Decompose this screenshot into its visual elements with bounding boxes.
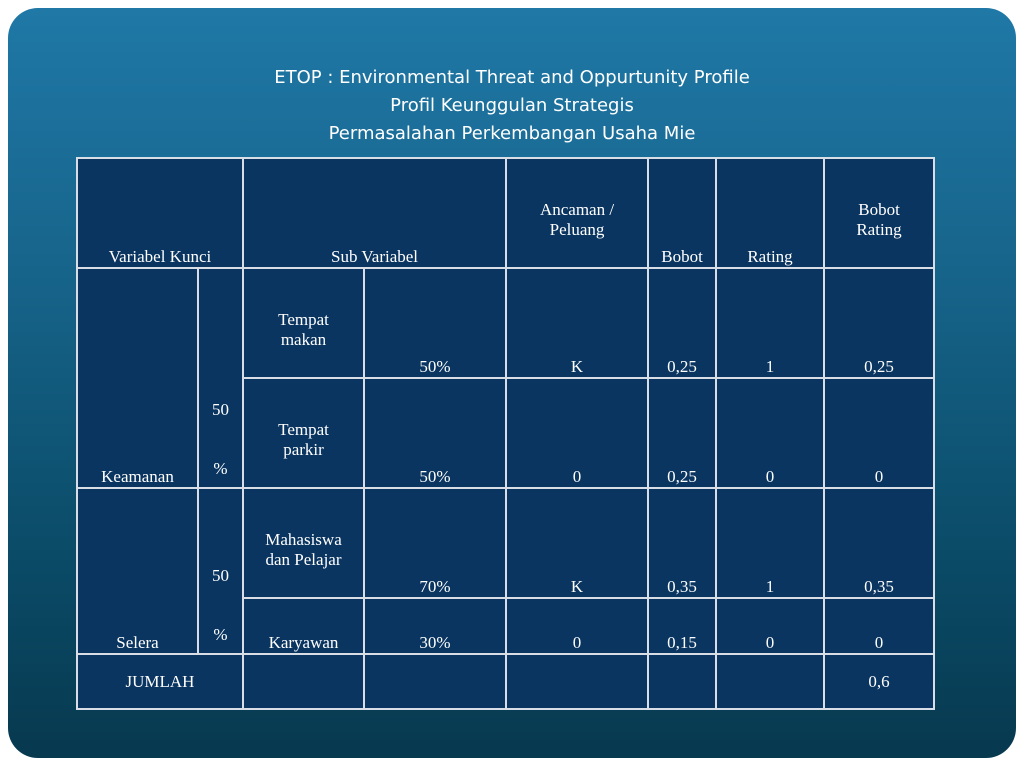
header-rating-label: Rating: [747, 247, 793, 266]
total-empty-cell: [362, 653, 508, 710]
percent-value: 30%: [419, 633, 451, 652]
bobot-cell: 0,15: [647, 597, 718, 655]
weight-value: 50: [212, 566, 229, 585]
sub-variable-bottom: makan: [280, 330, 327, 349]
sub-variable-cell: Mahasiswa dan Pelajar: [242, 486, 365, 600]
variable-keamanan: Keamanan: [76, 267, 199, 489]
bobot-rating-value: 0: [874, 633, 884, 652]
table-row: Tempat parkir 50% 0 0,25 0 0: [77, 377, 936, 489]
rating-cell: 1: [715, 267, 826, 379]
rating-cell: 0: [715, 377, 826, 489]
ancaman-value: 0: [572, 633, 582, 652]
weight-keamanan: 50 %: [197, 267, 244, 489]
sub-variable-top: Tempat: [278, 310, 329, 329]
percent-cell: 70%: [362, 486, 508, 600]
bobot-cell: 0,35: [647, 486, 718, 600]
ancaman-cell: 0: [505, 377, 650, 489]
header-variabel-kunci-label: Variabel Kunci: [108, 247, 212, 266]
weight-unit: %: [213, 459, 228, 478]
header-sub-variabel: Sub Variabel: [241, 157, 508, 269]
weight-selera: 50 %: [197, 487, 244, 655]
header-variabel-kunci: Variabel Kunci: [76, 157, 244, 269]
total-empty-cell: [505, 653, 650, 710]
variable-label: Selera: [116, 633, 159, 652]
total-row: JUMLAH 0,6: [76, 653, 936, 710]
bobot-value: 0,15: [667, 633, 697, 652]
bobot-rating-value: 0: [874, 467, 884, 486]
header-bobot-rating-bottom: Rating: [856, 220, 902, 239]
total-label-cell: JUMLAH: [76, 653, 244, 710]
rating-value: 0: [765, 467, 775, 486]
rating-value: 1: [765, 577, 775, 597]
rating-value: 0: [765, 633, 775, 652]
header-bobot-rating: Bobot Rating: [823, 157, 936, 269]
table-row: Keamanan 50 % Tempat makan 50% K 0,25 1 …: [76, 267, 936, 489]
header-bobot-rating-top: Bobot: [858, 200, 900, 219]
header-sub-variabel-label: Sub Variabel: [330, 247, 419, 266]
sub-variable-cell: Karyawan: [242, 597, 365, 655]
rating-value: 1: [765, 357, 775, 376]
percent-value: 50%: [419, 357, 451, 376]
ancaman-cell: K: [505, 486, 650, 600]
variable-selera: Selera: [76, 487, 199, 655]
header-bobot: Bobot: [647, 157, 718, 269]
table-row: Karyawan 30% 0 0,15 0 0: [77, 597, 936, 655]
total-bobot-rating-value: 0,6: [868, 671, 890, 691]
weight-unit: %: [213, 625, 228, 644]
total-empty-cell: [242, 653, 365, 710]
sub-variable-bottom: dan Pelajar: [265, 550, 342, 570]
total-label: JUMLAH: [125, 671, 195, 691]
weight-value: 50: [212, 400, 229, 419]
percent-cell: 30%: [362, 597, 508, 655]
bobot-rating-cell: 0: [823, 377, 936, 489]
header-bobot-label: Bobot: [661, 247, 703, 266]
bobot-rating-value: 0,35: [864, 577, 894, 597]
title-line-2: Profil Keunggulan Strategis: [390, 95, 634, 116]
percent-cell: 50%: [362, 267, 508, 379]
percent-value: 70%: [419, 577, 451, 597]
ancaman-cell: 0: [505, 597, 650, 655]
total-empty-cell: [715, 653, 826, 710]
header-ancaman-label: Ancaman /: [539, 200, 615, 219]
total-bobot-rating-cell: 0,6: [823, 653, 936, 710]
bobot-rating-cell: 0: [823, 597, 936, 655]
percent-value: 50%: [419, 467, 451, 486]
etop-table: Variabel Kunci Sub Variabel Ancaman / Pe…: [76, 157, 936, 710]
sub-variable-bottom: parkir: [283, 440, 324, 459]
sub-variable-cell: Tempat makan: [242, 267, 365, 379]
bobot-cell: 0,25: [647, 377, 718, 489]
rating-cell: 0: [715, 597, 826, 655]
ancaman-value: K: [570, 577, 584, 597]
title-line-1: ETOP : Environmental Threat and Oppurtun…: [274, 67, 750, 88]
rating-cell: 1: [715, 486, 826, 600]
bobot-rating-value: 0,25: [864, 357, 894, 376]
sub-variable-top: Tempat: [278, 420, 329, 439]
sub-variable-cell: Tempat parkir: [242, 377, 365, 489]
bobot-cell: 0,25: [647, 267, 718, 379]
ancaman-cell: K: [505, 267, 650, 379]
sub-variable-top: Mahasiswa: [265, 530, 342, 550]
ancaman-value: K: [570, 357, 584, 376]
header-row: Variabel Kunci Sub Variabel Ancaman / Pe…: [76, 157, 936, 269]
bobot-rating-cell: 0,25: [823, 267, 936, 379]
bobot-value: 0,25: [667, 467, 697, 486]
header-peluang-label: Peluang: [549, 220, 605, 239]
ancaman-value: 0: [572, 467, 582, 486]
total-empty-cell: [647, 653, 718, 710]
slide-title: ETOP : Environmental Threat and Oppurtun…: [8, 64, 1016, 148]
header-rating: Rating: [715, 157, 826, 269]
bobot-value: 0,25: [667, 357, 697, 376]
bobot-value: 0,35: [667, 577, 697, 597]
sub-variable-bottom: Karyawan: [268, 633, 339, 652]
table-row: Selera 50 % Mahasiswa dan Pelajar 70% K …: [76, 486, 936, 655]
variable-label: Keamanan: [101, 467, 174, 486]
percent-cell: 50%: [362, 377, 508, 489]
title-line-3: Permasalahan Perkembangan Usaha Mie: [328, 123, 696, 144]
bobot-rating-cell: 0,35: [823, 486, 936, 600]
header-ancaman-peluang: Ancaman / Peluang: [505, 157, 650, 269]
